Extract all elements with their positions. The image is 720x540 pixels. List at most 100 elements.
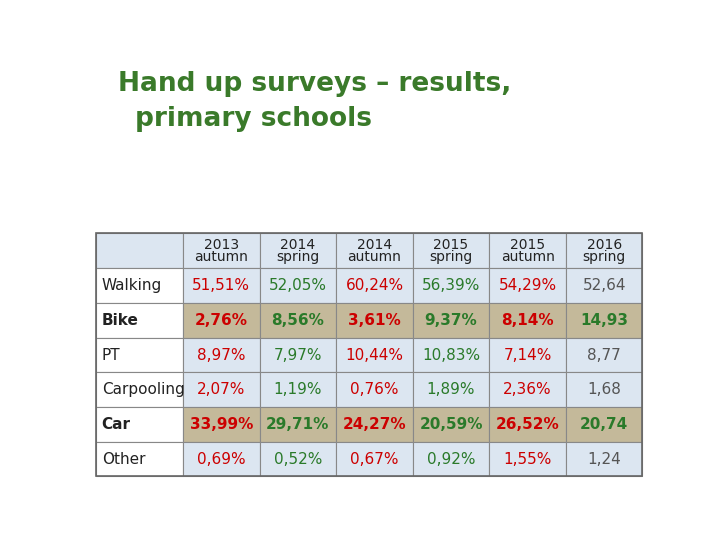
- Bar: [566, 442, 642, 476]
- Bar: [413, 338, 490, 373]
- Text: Car: Car: [102, 417, 131, 432]
- Bar: [413, 303, 490, 338]
- Text: 8,14%: 8,14%: [501, 313, 554, 328]
- Text: 2,76%: 2,76%: [195, 313, 248, 328]
- Bar: [490, 442, 566, 476]
- Text: Other: Other: [102, 451, 145, 467]
- Text: 52,64: 52,64: [582, 278, 626, 293]
- Text: PT: PT: [102, 348, 120, 363]
- Bar: [566, 338, 642, 373]
- Bar: [413, 442, 490, 476]
- Text: 2,36%: 2,36%: [503, 382, 552, 397]
- Bar: [566, 303, 642, 338]
- Bar: [490, 407, 566, 442]
- Bar: [260, 442, 336, 476]
- Text: spring: spring: [429, 250, 472, 264]
- Text: 51,51%: 51,51%: [192, 278, 251, 293]
- Text: autumn: autumn: [348, 250, 402, 264]
- Text: 0,92%: 0,92%: [427, 451, 475, 467]
- Text: 2,07%: 2,07%: [197, 382, 246, 397]
- Text: 0,76%: 0,76%: [350, 382, 399, 397]
- Bar: [183, 303, 260, 338]
- Bar: [96, 373, 183, 407]
- Text: 8,77: 8,77: [588, 348, 621, 363]
- Bar: [336, 373, 413, 407]
- Text: 60,24%: 60,24%: [346, 278, 403, 293]
- Text: 8,97%: 8,97%: [197, 348, 246, 363]
- Bar: [96, 442, 183, 476]
- Text: 3,61%: 3,61%: [348, 313, 401, 328]
- Bar: [336, 407, 413, 442]
- Text: 10,83%: 10,83%: [422, 348, 480, 363]
- Bar: [490, 373, 566, 407]
- Text: 2016: 2016: [587, 238, 622, 252]
- Bar: [96, 338, 183, 373]
- Bar: [336, 338, 413, 373]
- Text: Carpooling: Carpooling: [102, 382, 184, 397]
- Text: Hand up surveys – results,: Hand up surveys – results,: [118, 71, 511, 97]
- Text: 7,14%: 7,14%: [503, 348, 552, 363]
- Text: 1,24: 1,24: [588, 451, 621, 467]
- Text: 20,59%: 20,59%: [419, 417, 483, 432]
- Bar: [566, 373, 642, 407]
- Bar: [490, 268, 566, 303]
- Text: 1,89%: 1,89%: [427, 382, 475, 397]
- Text: autumn: autumn: [194, 250, 248, 264]
- Bar: [336, 233, 413, 268]
- Text: 9,37%: 9,37%: [425, 313, 477, 328]
- Bar: [490, 338, 566, 373]
- Text: 2014: 2014: [280, 238, 315, 252]
- Bar: [260, 303, 336, 338]
- Bar: [413, 268, 490, 303]
- Text: 33,99%: 33,99%: [189, 417, 253, 432]
- Text: 54,29%: 54,29%: [498, 278, 557, 293]
- Bar: [336, 268, 413, 303]
- Bar: [566, 268, 642, 303]
- Bar: [490, 233, 566, 268]
- Text: 2015: 2015: [510, 238, 545, 252]
- Text: 2013: 2013: [204, 238, 239, 252]
- Bar: [413, 407, 490, 442]
- Bar: [336, 442, 413, 476]
- Text: 14,93: 14,93: [580, 313, 628, 328]
- Bar: [183, 268, 260, 303]
- Text: 0,52%: 0,52%: [274, 451, 322, 467]
- Text: 20,74: 20,74: [580, 417, 629, 432]
- Text: 56,39%: 56,39%: [422, 278, 480, 293]
- Bar: [336, 303, 413, 338]
- Text: spring: spring: [582, 250, 626, 264]
- Text: Bike: Bike: [102, 313, 138, 328]
- Bar: [260, 407, 336, 442]
- Bar: [96, 303, 183, 338]
- Bar: [566, 407, 642, 442]
- Bar: [566, 233, 642, 268]
- Text: Walking: Walking: [102, 278, 162, 293]
- Text: 2014: 2014: [357, 238, 392, 252]
- Bar: [413, 233, 490, 268]
- Bar: [96, 233, 183, 268]
- Text: 7,97%: 7,97%: [274, 348, 322, 363]
- Bar: [260, 373, 336, 407]
- Text: 52,05%: 52,05%: [269, 278, 327, 293]
- Text: 29,71%: 29,71%: [266, 417, 330, 432]
- Text: 8,56%: 8,56%: [271, 313, 324, 328]
- Bar: [96, 268, 183, 303]
- Bar: [96, 233, 642, 476]
- Bar: [183, 233, 260, 268]
- Text: 24,27%: 24,27%: [343, 417, 406, 432]
- Text: 2015: 2015: [433, 238, 469, 252]
- Text: 1,68: 1,68: [588, 382, 621, 397]
- Text: 0,67%: 0,67%: [350, 451, 399, 467]
- Text: spring: spring: [276, 250, 320, 264]
- Bar: [260, 268, 336, 303]
- Bar: [183, 407, 260, 442]
- Text: 1,19%: 1,19%: [274, 382, 322, 397]
- Text: 26,52%: 26,52%: [495, 417, 559, 432]
- Text: autumn: autumn: [500, 250, 554, 264]
- Bar: [260, 233, 336, 268]
- Bar: [183, 373, 260, 407]
- Bar: [413, 373, 490, 407]
- Text: 10,44%: 10,44%: [346, 348, 403, 363]
- Bar: [490, 303, 566, 338]
- Bar: [183, 442, 260, 476]
